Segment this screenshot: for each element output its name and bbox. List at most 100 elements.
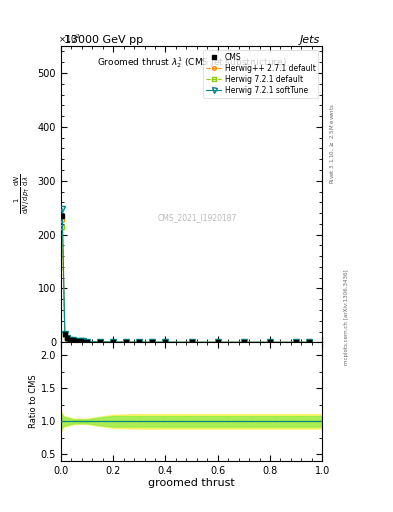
Legend: CMS, Herwig++ 2.7.1 default, Herwig 7.2.1 default, Herwig 7.2.1 softTune: CMS, Herwig++ 2.7.1 default, Herwig 7.2.… [203,50,318,98]
Line: Herwig++ 2.7.1 default: Herwig++ 2.7.1 default [60,218,311,345]
Herwig 7.2.1 default [68,337,72,343]
Text: Rivet 3.1.10, $\geq$ 2.5M events: Rivet 3.1.10, $\geq$ 2.5M events [328,103,336,184]
Herwig++ 2.7.1 default [294,339,299,346]
Herwig 7.2.1 softTune [62,331,67,337]
CMS [241,339,246,345]
Herwig++ 2.7.1 default [73,338,78,344]
CMS [62,331,67,337]
Herwig 7.2.1 default [268,339,272,346]
Line: CMS: CMS [60,214,311,345]
Herwig 7.2.1 softTune [73,338,78,344]
Herwig 7.2.1 default [137,339,142,345]
X-axis label: groomed thrust: groomed thrust [148,478,235,488]
CMS [163,339,168,345]
Herwig 7.2.1 softTune [98,339,103,345]
Y-axis label: Ratio to CMS: Ratio to CMS [29,375,38,429]
Herwig 7.2.1 default [215,339,220,345]
CMS [124,339,129,345]
Herwig++ 2.7.1 default [268,339,272,345]
Herwig 7.2.1 default [124,339,129,345]
Herwig++ 2.7.1 default [78,338,83,345]
Herwig 7.2.1 softTune [111,339,116,345]
Herwig++ 2.7.1 default [124,339,129,345]
Herwig 7.2.1 softTune [268,339,272,345]
Herwig++ 2.7.1 default [68,337,72,343]
Herwig++ 2.7.1 default [81,338,86,345]
Text: mcplots.cern.ch [arXiv:1306.3436]: mcplots.cern.ch [arXiv:1306.3436] [344,270,349,365]
Herwig++ 2.7.1 default [307,339,312,346]
Herwig 7.2.1 softTune [307,339,312,346]
Herwig 7.2.1 softTune [189,339,194,345]
Herwig 7.2.1 default [73,338,78,344]
Herwig 7.2.1 softTune [137,339,142,345]
Text: Jets: Jets [299,35,320,45]
Herwig 7.2.1 softTune [294,339,299,345]
CMS [68,336,72,343]
Herwig 7.2.1 softTune [124,339,129,345]
Herwig 7.2.1 softTune [65,335,70,341]
CMS [81,338,86,345]
CMS [98,339,103,345]
Herwig 7.2.1 default [294,339,299,346]
Herwig++ 2.7.1 default [75,338,80,345]
Herwig 7.2.1 default [62,332,67,338]
Herwig 7.2.1 default [78,338,83,345]
Herwig 7.2.1 softTune [70,337,75,344]
CMS [73,338,78,344]
Herwig 7.2.1 softTune [75,338,80,344]
CMS [111,339,116,345]
Herwig 7.2.1 default [60,224,64,230]
Y-axis label: $\frac{1}{\mathrm{d}N\,/\,\mathrm{d}p_\mathrm{T}}\,\frac{\mathrm{d}N}{\mathrm{d}: $\frac{1}{\mathrm{d}N\,/\,\mathrm{d}p_\m… [13,174,32,214]
Herwig 7.2.1 default [150,339,155,345]
Herwig++ 2.7.1 default [65,335,70,342]
Text: $\times10^2$: $\times10^2$ [58,32,81,45]
Herwig++ 2.7.1 default [241,339,246,345]
Herwig++ 2.7.1 default [137,339,142,345]
Herwig++ 2.7.1 default [215,339,220,345]
Herwig 7.2.1 softTune [85,338,90,345]
Herwig 7.2.1 softTune [163,339,168,345]
CMS [189,339,194,345]
Herwig 7.2.1 default [65,335,70,342]
Herwig 7.2.1 softTune [81,338,86,345]
Herwig 7.2.1 softTune [60,206,64,212]
Herwig 7.2.1 default [85,339,90,345]
Herwig++ 2.7.1 default [163,339,168,345]
CMS [70,337,75,344]
Herwig 7.2.1 softTune [241,339,246,345]
Herwig 7.2.1 default [75,338,80,345]
Herwig 7.2.1 default [70,337,75,344]
Line: Herwig 7.2.1 default: Herwig 7.2.1 default [60,225,311,345]
Herwig 7.2.1 default [189,339,194,345]
Herwig++ 2.7.1 default [60,217,64,223]
CMS [150,339,155,345]
Herwig 7.2.1 softTune [215,339,220,345]
Herwig 7.2.1 default [111,339,116,345]
Herwig++ 2.7.1 default [98,339,103,345]
CMS [215,339,220,345]
Herwig 7.2.1 softTune [150,339,155,345]
CMS [75,338,80,344]
Herwig++ 2.7.1 default [62,332,67,338]
Text: Groomed thrust $\lambda_2^1$ (CMS jet substructure): Groomed thrust $\lambda_2^1$ (CMS jet su… [97,55,286,70]
Herwig 7.2.1 softTune [78,338,83,345]
CMS [60,212,64,219]
CMS [307,339,312,346]
CMS [137,339,142,345]
CMS [65,335,70,341]
CMS [78,338,83,345]
Herwig++ 2.7.1 default [85,338,90,345]
CMS [268,339,272,345]
Text: CMS_2021_I1920187: CMS_2021_I1920187 [157,214,237,222]
Herwig++ 2.7.1 default [70,337,75,344]
Herwig 7.2.1 default [241,339,246,345]
Herwig 7.2.1 default [98,339,103,345]
Herwig 7.2.1 softTune [68,336,72,343]
CMS [294,339,299,345]
Herwig 7.2.1 default [307,339,312,346]
Herwig 7.2.1 default [81,338,86,345]
Herwig++ 2.7.1 default [150,339,155,345]
Text: 13000 GeV pp: 13000 GeV pp [64,35,143,45]
Herwig++ 2.7.1 default [189,339,194,345]
Line: Herwig 7.2.1 softTune: Herwig 7.2.1 softTune [59,206,312,345]
